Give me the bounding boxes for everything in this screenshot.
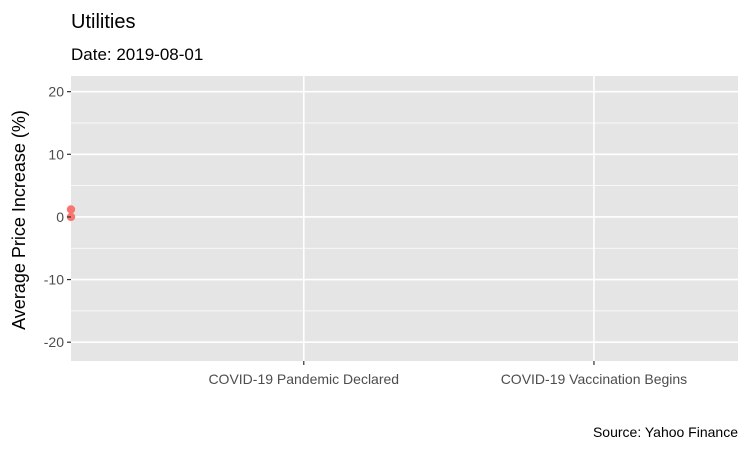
y-tick-label: 0	[56, 209, 64, 225]
chart-subtitle: Date: 2019-08-01	[71, 45, 203, 64]
y-axis-title: Average Price Increase (%)	[9, 110, 29, 330]
x-tick-label: COVID-19 Vaccination Begins	[501, 371, 688, 387]
y-tick-label: -10	[44, 272, 64, 288]
y-axis: 20 10 0 -10 -20	[44, 84, 71, 350]
y-tick-label: -20	[44, 334, 64, 350]
data-point	[66, 205, 76, 214]
y-tick-label: 20	[48, 84, 64, 100]
plot-panel	[71, 76, 738, 361]
x-tick-label: COVID-19 Pandemic Declared	[208, 371, 399, 387]
grid-minor	[71, 122, 738, 312]
y-tick-label: 10	[48, 146, 64, 162]
chart-title: Utilities	[71, 11, 135, 33]
grid-major	[71, 76, 738, 361]
chart-caption: Source: Yahoo Finance	[593, 424, 738, 440]
x-axis: COVID-19 Pandemic Declared COVID-19 Vacci…	[208, 361, 687, 387]
